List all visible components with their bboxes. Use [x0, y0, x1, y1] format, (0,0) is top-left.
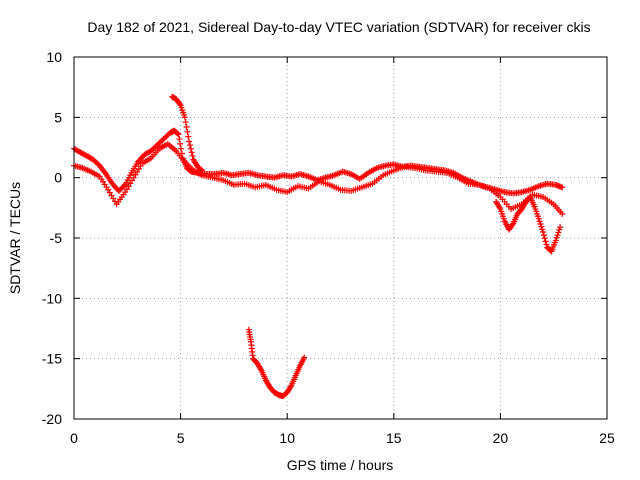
data-point [182, 119, 189, 126]
y-tick-label: -5 [50, 230, 63, 246]
data-point [187, 145, 194, 152]
x-tick-label: 10 [279, 430, 295, 446]
x-tick-label: 0 [70, 430, 78, 446]
x-axis-label: GPS time / hours [287, 457, 394, 473]
data-point [540, 232, 547, 239]
y-axis-label: SDTVAR / TECUs [7, 182, 23, 294]
data-point [198, 166, 205, 173]
data-point [176, 101, 183, 108]
data-point [509, 221, 516, 228]
y-tick-label: 0 [54, 170, 62, 186]
data-point [184, 128, 191, 135]
data-point [535, 215, 542, 222]
y-tick-label: 5 [54, 109, 62, 125]
data-point [188, 149, 195, 156]
data-point [539, 226, 546, 233]
x-tick-label: 25 [599, 430, 615, 446]
data-point [556, 226, 563, 233]
data-point [541, 235, 548, 242]
chart-title: Day 182 of 2021, Sidereal Day-to-day VTE… [87, 19, 590, 35]
data-point [553, 234, 560, 241]
data-point [178, 145, 185, 152]
series-track-b [71, 140, 566, 217]
data-point [554, 232, 561, 239]
x-tick-label: 15 [386, 430, 402, 446]
series-track-e [245, 326, 308, 400]
y-tick-label: -10 [42, 290, 62, 306]
y-tick-label: -20 [42, 411, 62, 427]
data-point [552, 237, 559, 244]
data-point [185, 133, 192, 140]
data-point [189, 152, 196, 159]
data-point [559, 210, 566, 217]
data-point [542, 238, 549, 245]
data-point [543, 241, 550, 248]
y-tick-label: 10 [46, 49, 62, 65]
y-tick-label: -15 [42, 351, 62, 367]
data-point [181, 114, 188, 121]
series-track-d [493, 193, 564, 255]
data-point [175, 131, 182, 138]
data-point [557, 224, 564, 231]
plot-frame [73, 56, 608, 420]
data-point [186, 142, 193, 149]
grid [74, 57, 607, 419]
data-marks [71, 93, 566, 400]
data-point [555, 229, 562, 236]
data-point [186, 138, 193, 145]
x-tick-label: 20 [493, 430, 509, 446]
data-point [174, 130, 181, 137]
data-point [559, 184, 566, 191]
data-point [198, 167, 205, 174]
data-point [537, 221, 544, 228]
data-point [540, 228, 547, 235]
data-point [538, 223, 545, 230]
series-track-c [169, 93, 205, 174]
data-point [301, 354, 308, 361]
data-point [536, 218, 543, 225]
data-point [176, 136, 183, 143]
data-point [183, 123, 190, 130]
x-tick-label: 5 [177, 430, 185, 446]
data-point [177, 140, 184, 147]
